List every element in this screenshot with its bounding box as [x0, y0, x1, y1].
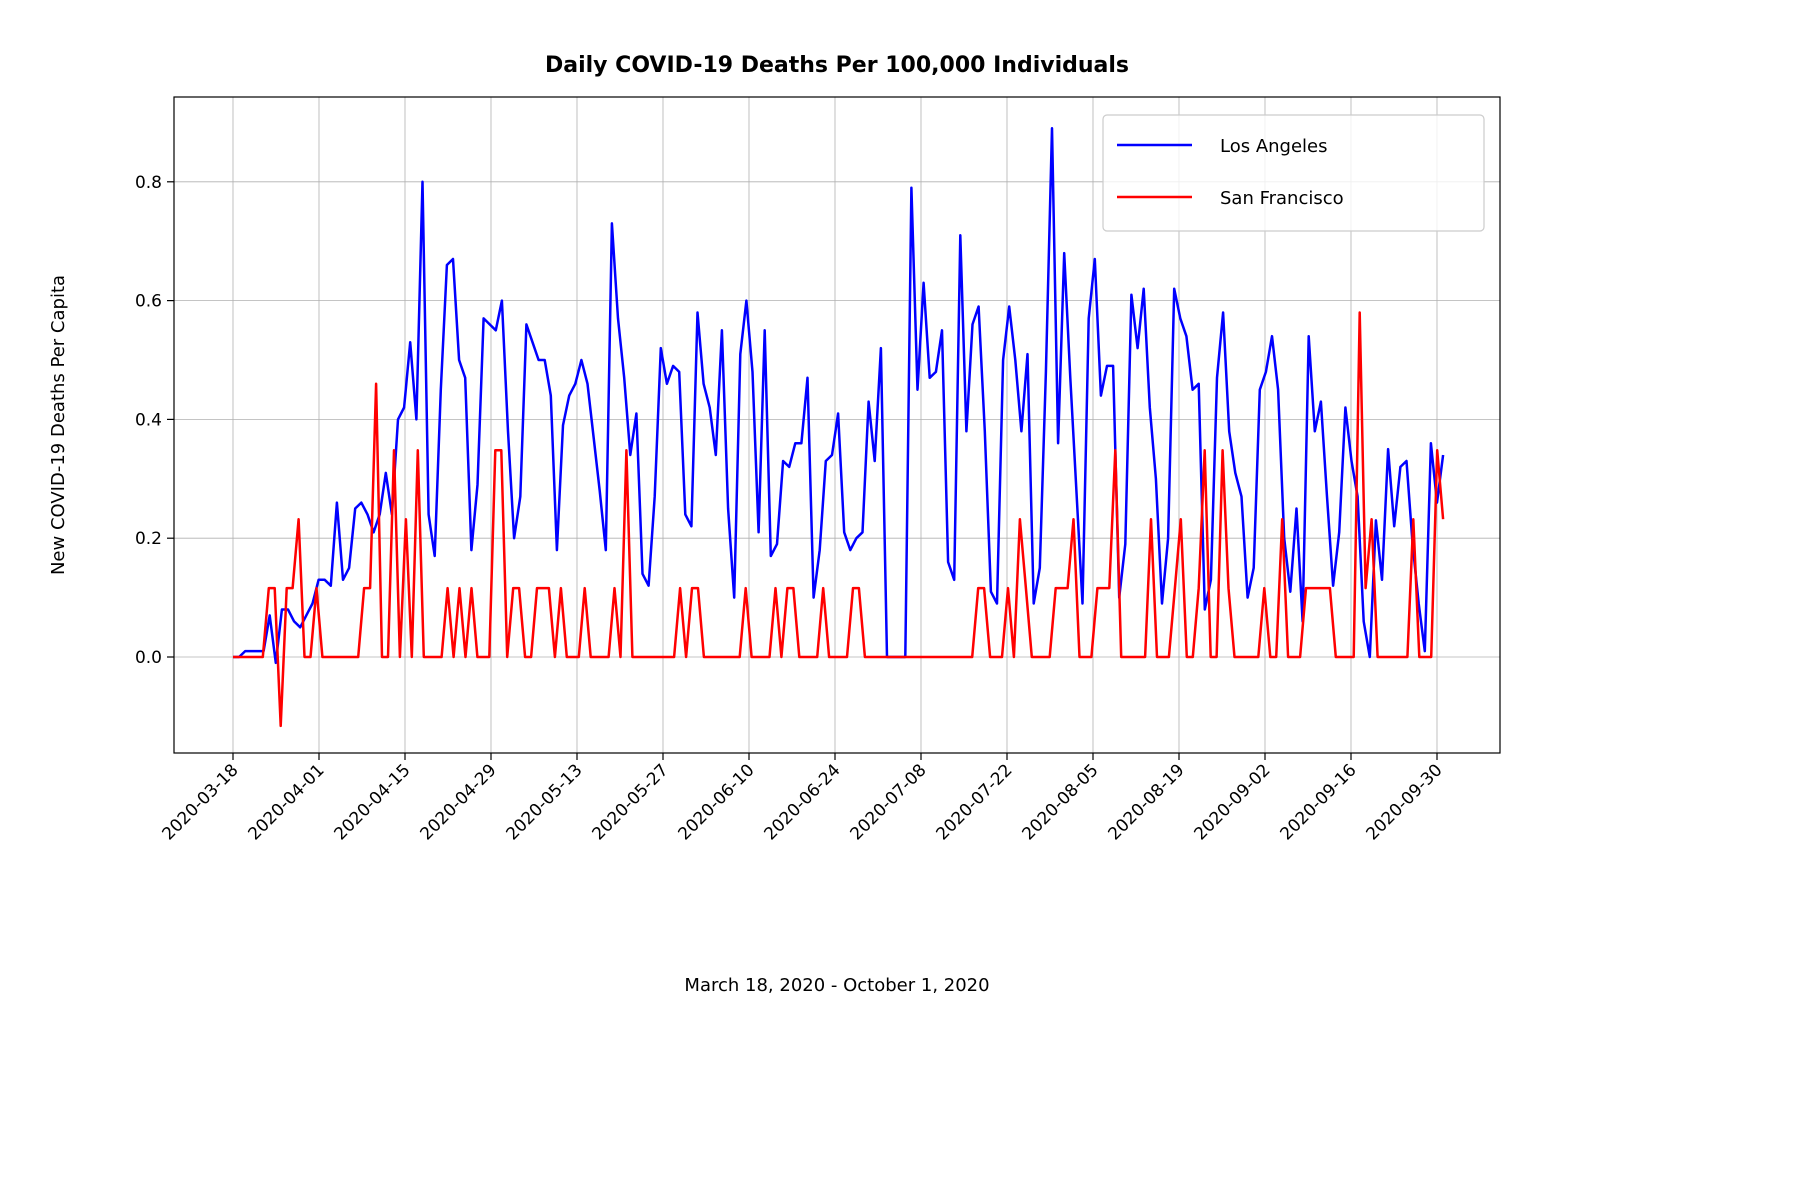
- y-axis-label: New COVID-19 Deaths Per Capita: [48, 275, 69, 575]
- x-tick-label: 2020-07-22: [933, 760, 1017, 844]
- x-tick-label: 2020-06-24: [761, 760, 845, 844]
- y-tick-label: 0.8: [135, 173, 162, 193]
- y-tick-label: 0.0: [135, 648, 162, 668]
- x-axis-label: March 18, 2020 - October 1, 2020: [684, 975, 989, 996]
- legend-box: [1102, 114, 1485, 232]
- chart-title: Daily COVID-19 Deaths Per 100,000 Indivi…: [545, 53, 1129, 78]
- x-tick-label: 2020-05-27: [589, 760, 673, 844]
- y-axis-ticks: 0.0 0.2 0.4 0.6 0.8: [135, 173, 174, 668]
- x-tick-label: 2020-06-10: [675, 760, 759, 844]
- x-tick-label: 2020-05-13: [503, 760, 587, 844]
- y-tick-label: 0.2: [135, 529, 162, 549]
- x-tick-label: 2020-04-29: [417, 760, 501, 844]
- x-tick-label: 2020-07-08: [847, 760, 931, 844]
- x-tick-label: 2020-03-18: [159, 760, 243, 844]
- x-tick-label: 2020-08-19: [1105, 760, 1189, 844]
- legend: Los Angeles San Francisco: [1102, 114, 1485, 232]
- series-line-los-angeles: [233, 127, 1445, 665]
- x-axis-ticks: 2020-03-18 2020-04-01 2020-04-15 2020-04-29…: [159, 753, 1447, 844]
- x-tick-label: 2020-04-15: [331, 760, 415, 844]
- x-tick-label: 2020-04-01: [245, 760, 329, 844]
- y-tick-label: 0.6: [135, 292, 162, 312]
- legend-label-los-angeles: Los Angeles: [1220, 136, 1328, 157]
- y-tick-label: 0.4: [135, 410, 162, 430]
- legend-label-san-francisco: San Francisco: [1220, 188, 1344, 209]
- x-tick-label: 2020-09-30: [1363, 760, 1447, 844]
- x-tick-label: 2020-09-16: [1277, 760, 1361, 844]
- series-layer: [233, 127, 1445, 728]
- x-tick-label: 2020-08-05: [1019, 760, 1103, 844]
- plot-frame: [173, 96, 1501, 754]
- series-line-san-francisco: [233, 311, 1445, 728]
- x-tick-label: 2020-09-02: [1191, 760, 1275, 844]
